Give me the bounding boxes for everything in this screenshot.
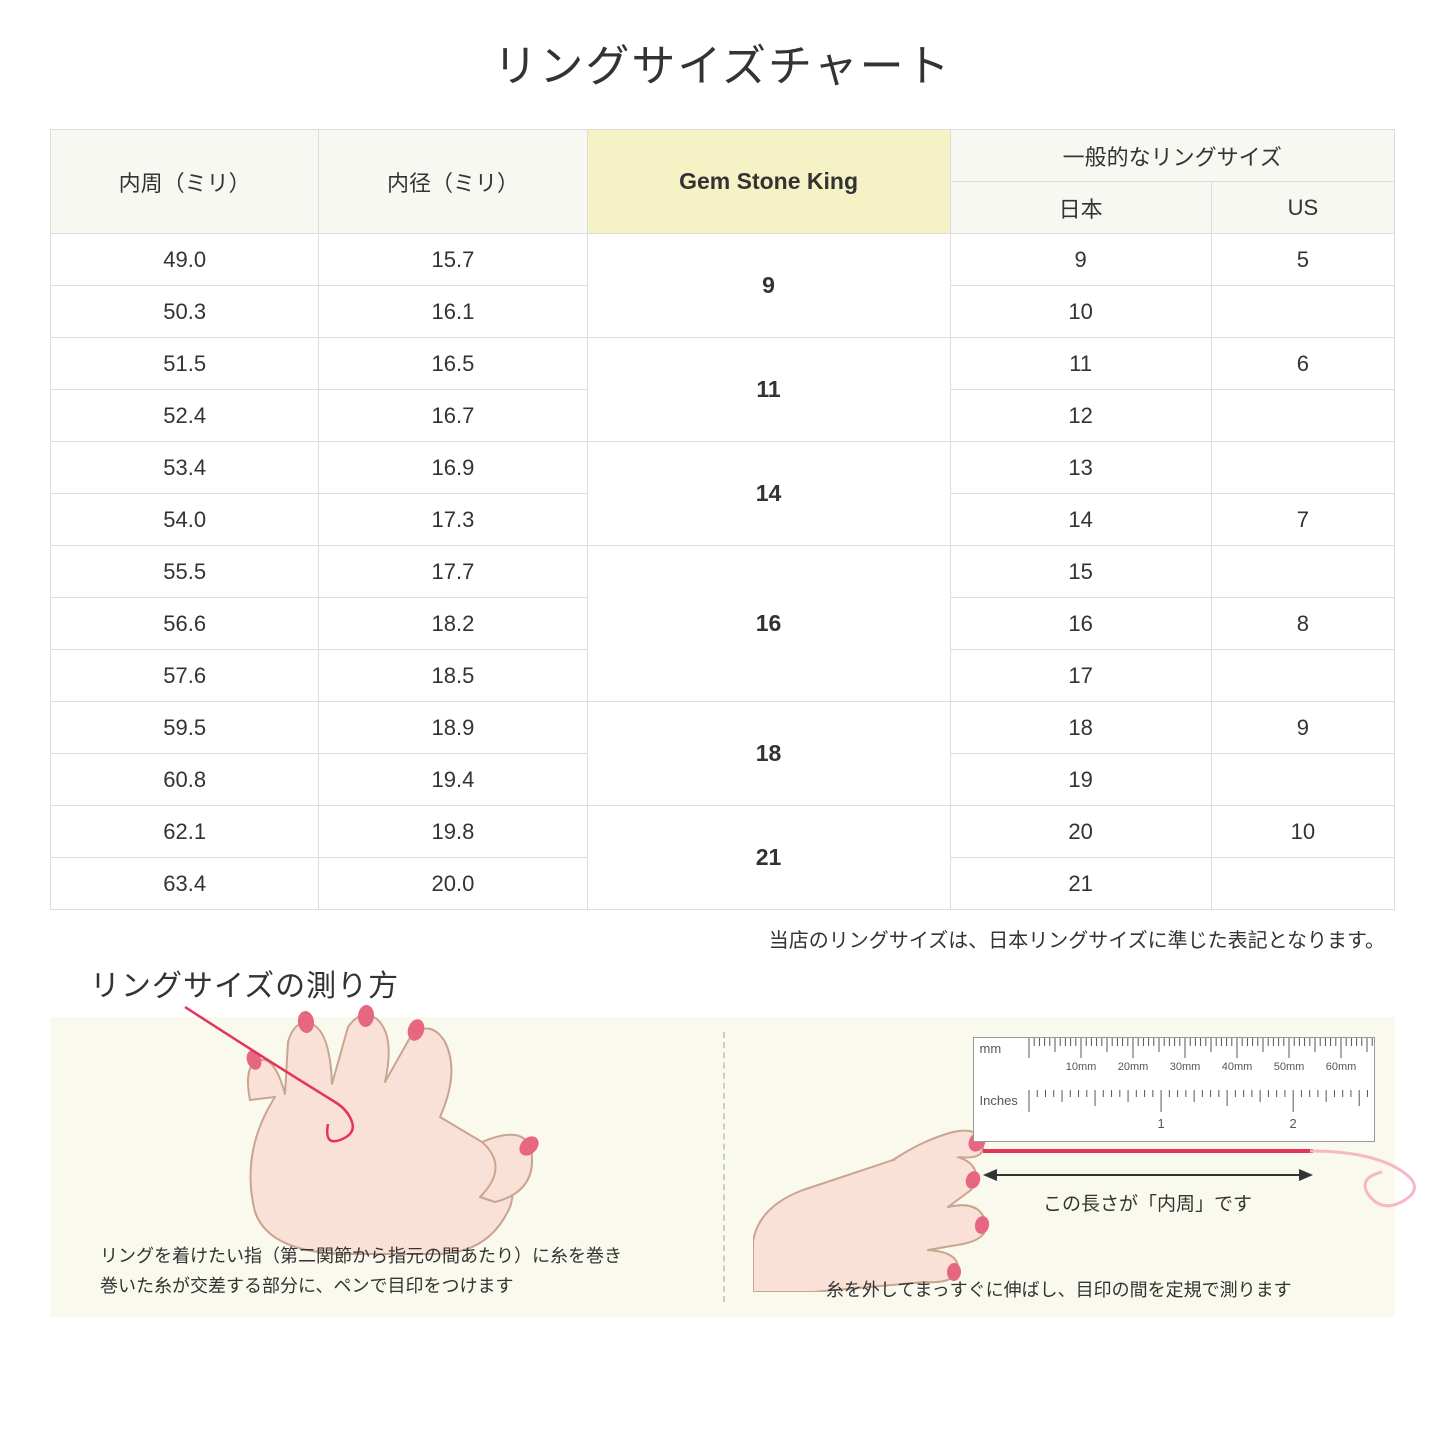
cell-us <box>1211 390 1394 442</box>
svg-text:30mm: 30mm <box>1169 1061 1200 1073</box>
cell-us: 5 <box>1211 234 1394 286</box>
cell-us <box>1211 546 1394 598</box>
th-circumference: 内周（ミリ） <box>51 130 319 234</box>
cell-us <box>1211 858 1394 910</box>
cell-us: 9 <box>1211 702 1394 754</box>
table-row: 51.516.511116 <box>51 338 1395 390</box>
cell-diameter: 16.5 <box>319 338 587 390</box>
cell-diameter: 20.0 <box>319 858 587 910</box>
cell-diameter: 17.7 <box>319 546 587 598</box>
cell-circumference: 52.4 <box>51 390 319 442</box>
svg-text:40mm: 40mm <box>1221 1061 1252 1073</box>
hand-hold-icon <box>753 1112 993 1292</box>
cell-circumference: 50.3 <box>51 286 319 338</box>
th-gsk: Gem Stone King <box>587 130 950 234</box>
size-table: 内周（ミリ） 内径（ミリ） Gem Stone King 一般的なリングサイズ … <box>50 129 1395 910</box>
svg-text:10mm: 10mm <box>1065 1061 1096 1073</box>
cell-japan: 17 <box>950 650 1211 702</box>
table-row: 59.518.918189 <box>51 702 1395 754</box>
cell-diameter: 16.9 <box>319 442 587 494</box>
table-row: 53.416.91413 <box>51 442 1395 494</box>
cell-diameter: 19.4 <box>319 754 587 806</box>
cell-diameter: 19.8 <box>319 806 587 858</box>
cell-circumference: 53.4 <box>51 442 319 494</box>
table-row: 55.517.71615 <box>51 546 1395 598</box>
cell-us: 8 <box>1211 598 1394 650</box>
svg-text:60mm: 60mm <box>1325 1061 1356 1073</box>
cell-circumference: 62.1 <box>51 806 319 858</box>
step1-caption: リングを着けたい指（第二関節から指元の間あたり）に糸を巻き巻いた糸が交差する部分… <box>100 1241 693 1302</box>
thread-line <box>983 1149 1313 1153</box>
table-row: 62.119.8212010 <box>51 806 1395 858</box>
measure-arrow <box>983 1165 1313 1185</box>
cell-japan: 19 <box>950 754 1211 806</box>
cell-us <box>1211 286 1394 338</box>
cell-japan: 12 <box>950 390 1211 442</box>
cell-circumference: 55.5 <box>51 546 319 598</box>
cell-gsk: 18 <box>587 702 950 806</box>
cell-diameter: 18.5 <box>319 650 587 702</box>
cell-diameter: 17.3 <box>319 494 587 546</box>
cell-diameter: 15.7 <box>319 234 587 286</box>
step2-caption: 糸を外してまっすぐに伸ばし、目印の間を定規で測ります <box>753 1276 1366 1302</box>
cell-gsk: 11 <box>587 338 950 442</box>
th-common: 一般的なリングサイズ <box>950 130 1394 182</box>
cell-circumference: 63.4 <box>51 858 319 910</box>
panel-step1: リングを着けたい指（第二関節から指元の間あたり）に糸を巻き巻いた糸が交差する部分… <box>50 1017 723 1317</box>
hand-wrap-icon <box>180 1002 550 1262</box>
cell-us: 6 <box>1211 338 1394 390</box>
cell-japan: 21 <box>950 858 1211 910</box>
cell-japan: 18 <box>950 702 1211 754</box>
cell-japan: 16 <box>950 598 1211 650</box>
svg-text:1: 1 <box>1157 1116 1164 1131</box>
cell-us: 7 <box>1211 494 1394 546</box>
cell-circumference: 54.0 <box>51 494 319 546</box>
th-japan: 日本 <box>950 182 1211 234</box>
cell-circumference: 49.0 <box>51 234 319 286</box>
cell-diameter: 18.2 <box>319 598 587 650</box>
cell-japan: 10 <box>950 286 1211 338</box>
cell-us <box>1211 754 1394 806</box>
table-row: 49.015.7995 <box>51 234 1395 286</box>
length-label: この長さが「内周」です <box>983 1189 1313 1216</box>
cell-circumference: 57.6 <box>51 650 319 702</box>
thread-curl-icon <box>1310 1122 1430 1212</box>
cell-gsk: 21 <box>587 806 950 910</box>
cell-gsk: 16 <box>587 546 950 702</box>
cell-us <box>1211 650 1394 702</box>
howto-panels: リングを着けたい指（第二関節から指元の間あたり）に糸を巻き巻いた糸が交差する部分… <box>50 1017 1395 1317</box>
cell-diameter: 16.7 <box>319 390 587 442</box>
svg-text:2: 2 <box>1289 1116 1296 1131</box>
cell-japan: 9 <box>950 234 1211 286</box>
measure-title: リングサイズの測り方 <box>90 961 1395 1005</box>
cell-diameter: 16.1 <box>319 286 587 338</box>
cell-japan: 13 <box>950 442 1211 494</box>
cell-circumference: 59.5 <box>51 702 319 754</box>
cell-japan: 14 <box>950 494 1211 546</box>
th-diameter: 内径（ミリ） <box>319 130 587 234</box>
footnote: 当店のリングサイズは、日本リングサイズに準じた表記となります。 <box>50 910 1395 953</box>
cell-japan: 11 <box>950 338 1211 390</box>
cell-us: 10 <box>1211 806 1394 858</box>
cell-japan: 20 <box>950 806 1211 858</box>
panel-step2: mm Inches 10mm20mm30mm40mm50mm60mm70mm12… <box>723 1017 1396 1317</box>
cell-diameter: 18.9 <box>319 702 587 754</box>
cell-japan: 15 <box>950 546 1211 598</box>
cell-gsk: 14 <box>587 442 950 546</box>
svg-text:20mm: 20mm <box>1117 1061 1148 1073</box>
th-us: US <box>1211 182 1394 234</box>
cell-circumference: 51.5 <box>51 338 319 390</box>
cell-circumference: 56.6 <box>51 598 319 650</box>
cell-us <box>1211 442 1394 494</box>
cell-circumference: 60.8 <box>51 754 319 806</box>
svg-text:50mm: 50mm <box>1273 1061 1304 1073</box>
page-title: リングサイズチャート <box>50 30 1395 94</box>
cell-gsk: 9 <box>587 234 950 338</box>
